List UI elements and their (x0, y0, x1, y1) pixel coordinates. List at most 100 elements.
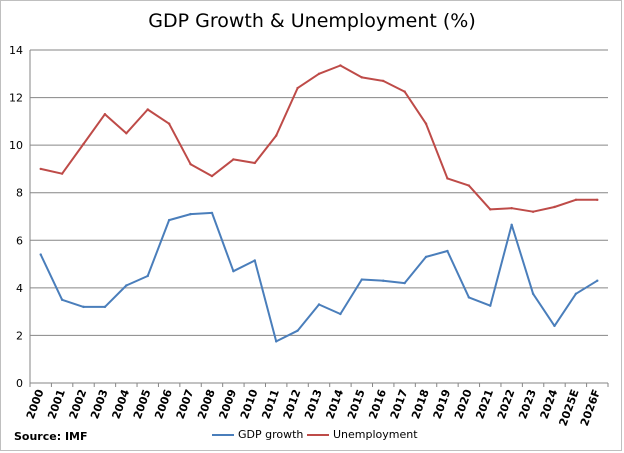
data-point-gdp-growth-2004 (125, 284, 128, 287)
x-tick-label-2018: 2018 (409, 388, 432, 421)
data-point-gdp-growth-2023 (531, 292, 535, 296)
y-tick-label-0: 0 (16, 377, 23, 390)
x-tick-label-2009: 2009 (216, 388, 239, 421)
x-tick-label-2008: 2008 (195, 388, 218, 421)
data-point-gdp-growth-2003 (103, 305, 107, 309)
data-point-gdp-growth-2026F (596, 279, 599, 282)
source-note: Source: IMF (14, 430, 88, 443)
data-point-gdp-growth-2022 (510, 223, 513, 227)
data-point-gdp-growth-2020 (467, 296, 471, 299)
data-point-unemployment-2018 (424, 122, 428, 125)
x-tick-label-2006: 2006 (152, 387, 175, 421)
data-point-gdp-growth-2008 (210, 211, 214, 215)
x-tick-label-2017: 2017 (388, 388, 411, 421)
x-tick-label-2003: 2003 (88, 388, 111, 421)
data-point-gdp-growth-2006 (167, 218, 171, 222)
data-point-gdp-growth-2000 (39, 253, 42, 256)
data-point-gdp-growth-2018 (424, 255, 428, 259)
data-point-unemployment-2015 (360, 76, 364, 79)
data-point-unemployment-2000 (39, 167, 42, 171)
data-point-unemployment-2006 (167, 122, 171, 125)
x-tick-label-2000: 2000 (24, 387, 47, 421)
series-line-unemployment (40, 64, 598, 213)
data-point-gdp-growth-2012 (296, 329, 299, 332)
x-tick-label-2010: 2010 (238, 387, 261, 421)
data-point-unemployment-2007 (189, 162, 192, 166)
x-tick-label-2004: 2004 (109, 387, 132, 421)
data-point-gdp-growth-2019 (446, 249, 449, 253)
x-tick-label-2014: 2014 (324, 387, 347, 421)
data-point-unemployment-2001 (60, 172, 64, 175)
legend-item-gdp-growth: GDP growth (212, 428, 303, 441)
data-point-gdp-growth-2013 (317, 303, 321, 306)
data-point-gdp-growth-2016 (382, 279, 385, 282)
x-tick-label-2007: 2007 (174, 388, 197, 421)
data-point-unemployment-2024 (553, 205, 556, 209)
legend-item-unemployment: Unemployment (307, 428, 418, 441)
data-point-gdp-growth-2001 (60, 298, 64, 301)
data-point-unemployment-2010 (253, 161, 256, 165)
x-tick-label-2023: 2023 (516, 388, 539, 421)
chart-title: GDP Growth & Unemployment (%) (148, 10, 476, 32)
legend-label-gdp-growth: GDP growth (238, 428, 304, 441)
data-point-gdp-growth-2017 (403, 281, 406, 285)
y-tick-label-10: 10 (9, 139, 23, 152)
data-point-gdp-growth-2009 (232, 270, 235, 273)
x-tick-label-2002: 2002 (67, 388, 90, 421)
legend-swatch-unemployment (307, 433, 329, 436)
data-point-unemployment-2022 (510, 206, 513, 210)
data-point-unemployment-2023 (531, 210, 535, 213)
x-tick-label-2011: 2011 (259, 388, 282, 421)
x-tick-label-2013: 2013 (302, 388, 325, 421)
data-point-unemployment-2002 (82, 142, 85, 146)
x-tick-label-2001: 2001 (45, 388, 68, 421)
x-tick-label-2024: 2024 (538, 387, 561, 421)
data-point-gdp-growth-2025E (574, 292, 578, 296)
x-tick-label-2005: 2005 (131, 388, 154, 421)
data-point-gdp-growth-2005 (146, 274, 149, 278)
data-point-unemployment-2026F (596, 198, 599, 202)
data-point-unemployment-2011 (274, 134, 278, 137)
x-tick-label-2019: 2019 (431, 388, 454, 421)
series-line-gdp-growth (39, 211, 598, 343)
data-point-gdp-growth-2010 (253, 259, 256, 262)
data-point-unemployment-2016 (382, 79, 385, 83)
x-tick-label-2022: 2022 (495, 388, 518, 421)
data-point-gdp-growth-2014 (339, 312, 342, 316)
data-point-gdp-growth-2002 (82, 305, 85, 309)
y-tick-label-2: 2 (16, 329, 23, 342)
y-tick-label-6: 6 (16, 234, 23, 247)
x-tick-label-2015: 2015 (345, 388, 368, 421)
data-point-unemployment-2013 (317, 72, 321, 75)
data-point-unemployment-2012 (296, 86, 299, 90)
data-point-unemployment-2021 (489, 208, 492, 211)
x-tick-label-2016: 2016 (366, 387, 389, 421)
x-tick-label-2021: 2021 (473, 388, 496, 421)
data-point-unemployment-2009 (232, 158, 235, 161)
x-tick-label-2020: 2020 (452, 387, 475, 421)
y-tick-label-12: 12 (9, 92, 23, 105)
data-point-unemployment-2003 (103, 113, 107, 116)
data-point-gdp-growth-2021 (489, 304, 492, 307)
data-point-unemployment-2025E (574, 198, 578, 202)
chart-legend: GDP growth Unemployment (0, 428, 624, 444)
data-point-gdp-growth-2007 (189, 212, 192, 216)
data-point-unemployment-2020 (467, 184, 471, 187)
x-tick-label-2012: 2012 (281, 388, 304, 421)
data-point-gdp-growth-2011 (274, 340, 278, 343)
legend-label-unemployment: Unemployment (333, 428, 418, 441)
x-tick-label-2026F: 2026F (578, 388, 603, 428)
y-tick-label-4: 4 (16, 282, 23, 295)
data-point-gdp-growth-2024 (553, 324, 556, 328)
data-point-unemployment-2008 (210, 174, 214, 178)
y-tick-label-8: 8 (16, 187, 23, 200)
legend-swatch-gdp-growth (212, 433, 234, 436)
data-point-unemployment-2014 (339, 64, 342, 67)
data-point-unemployment-2019 (446, 177, 449, 180)
y-tick-label-14: 14 (9, 44, 23, 57)
data-point-unemployment-2004 (125, 132, 128, 135)
data-point-unemployment-2017 (403, 90, 406, 93)
data-point-unemployment-2005 (146, 108, 149, 111)
